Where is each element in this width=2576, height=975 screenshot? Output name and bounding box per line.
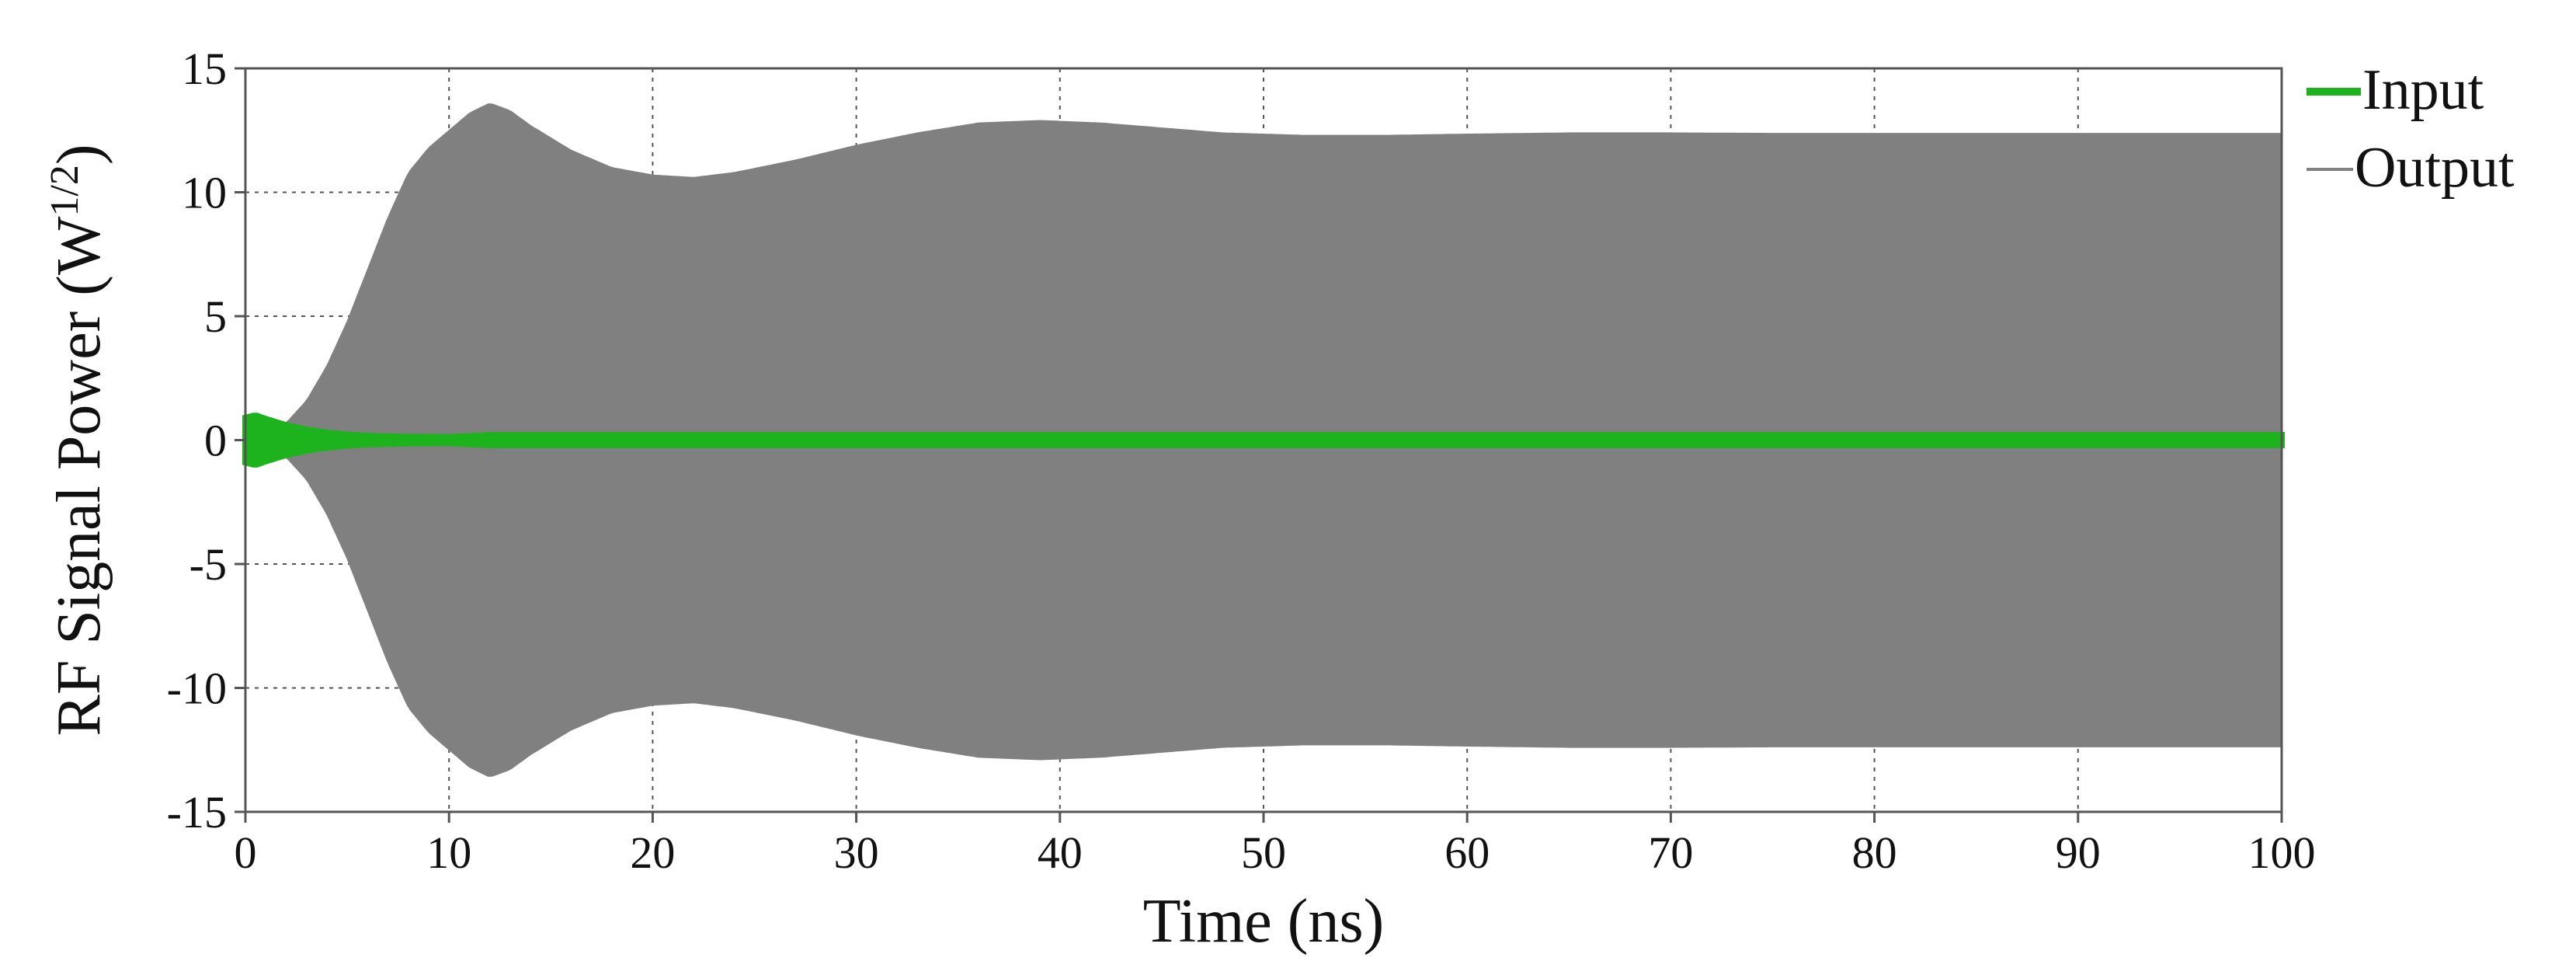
- x-tick-label: 40: [1038, 827, 1083, 878]
- y-tick-label: -10: [167, 663, 227, 714]
- x-tick-label: 30: [834, 827, 879, 878]
- x-tick-label: 90: [2056, 827, 2101, 878]
- x-tick-label: 70: [1648, 827, 1693, 878]
- y-axis-title: RF Signal Power (W1/2): [43, 145, 113, 736]
- x-tick-label: 50: [1241, 827, 1286, 878]
- x-tick-label: 60: [1444, 827, 1490, 878]
- y-axis-title-main: RF Signal Power (W: [45, 216, 113, 736]
- series-layer: [242, 103, 2285, 777]
- y-tick-label: 5: [204, 291, 227, 342]
- x-tick-label: 0: [235, 827, 257, 878]
- y-tick-label: -5: [189, 539, 227, 590]
- x-tick-label: 10: [426, 827, 471, 878]
- y-tick-label: 15: [182, 44, 227, 94]
- x-axis-title: Time (ns): [1143, 887, 1384, 956]
- y-tick-label: -15: [167, 787, 227, 837]
- legend-label-input: Input: [2362, 58, 2484, 122]
- x-tick-label: 20: [630, 827, 675, 878]
- x-tick-label: 80: [1852, 827, 1897, 878]
- x-tick-label: 100: [2248, 827, 2316, 878]
- y-axis-title-superscript: 1/2: [43, 165, 87, 216]
- y-tick-label: 10: [182, 168, 227, 218]
- y-tick-label: 0: [204, 416, 227, 466]
- y-axis-title-close: ): [45, 145, 113, 165]
- legend: Input Output: [2307, 58, 2515, 200]
- legend-label-output: Output: [2355, 136, 2515, 200]
